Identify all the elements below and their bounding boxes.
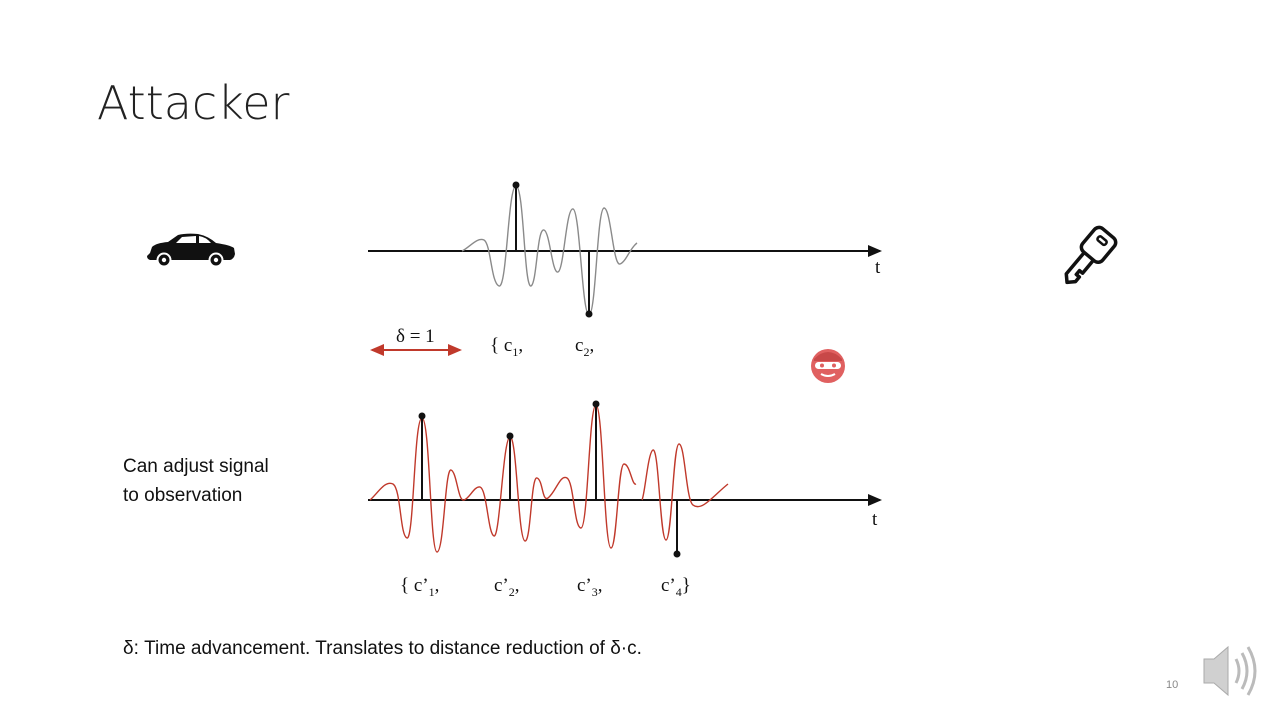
top-impulse-c1-dot: [512, 181, 520, 189]
footnote: δ: Time advancement. Translates to dista…: [123, 638, 642, 659]
page-number: 10: [1166, 679, 1179, 691]
bottom-axis-label: t: [872, 509, 878, 530]
key-icon: [1064, 225, 1118, 285]
side-text: Can adjust signal to observation: [123, 452, 323, 510]
bottom-impulses: [418, 400, 681, 558]
delta-label: δ = 1: [396, 326, 435, 347]
side-text-line-1: Can adjust signal: [123, 456, 269, 477]
bottom-impulse-c1-dot: [418, 412, 426, 420]
top-axis-label: t: [875, 257, 881, 278]
slide-title: Attacker: [97, 76, 290, 130]
top-impulse-c2-dot: [585, 310, 593, 318]
bottom-impulse-c2-dot: [506, 432, 514, 440]
bottom-impulse-c4-dot: [673, 550, 681, 558]
bottom-seq-c3: c’3,: [577, 575, 603, 599]
speaker-icon: [1203, 645, 1257, 697]
top-impulses: [512, 181, 593, 318]
top-signal-waveform: [461, 185, 638, 316]
car-icon: [147, 233, 235, 268]
bottom-impulse-c3-dot: [592, 400, 600, 408]
bottom-seq-c4: c’4}: [661, 575, 691, 599]
bottom-seq-c2: c’2,: [494, 575, 520, 599]
bottom-seq-c1: { c’1,: [400, 575, 439, 599]
top-seq-c2: c2,: [575, 335, 594, 359]
top-seq-c1: { c1,: [490, 335, 523, 359]
burglar-icon: [811, 349, 845, 383]
side-text-line-2: to observation: [123, 485, 243, 506]
bottom-signal-waveform-tail: [641, 443, 729, 541]
